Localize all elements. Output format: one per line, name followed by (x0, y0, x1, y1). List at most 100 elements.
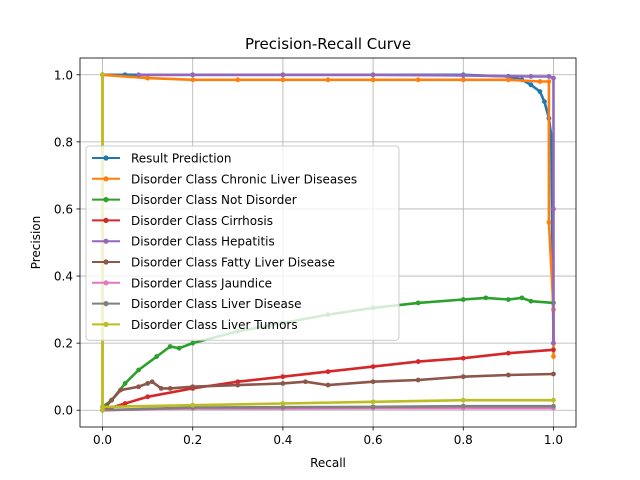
series-point (505, 350, 511, 356)
series-point (415, 377, 421, 383)
legend-label: Disorder Class Chronic Liver Diseases (131, 172, 357, 186)
series-line (101, 404, 555, 412)
series-point (100, 407, 105, 413)
y-tick-label: 0.0 (54, 404, 73, 418)
series-point (190, 77, 196, 83)
series-point (519, 295, 525, 301)
series-point (100, 404, 105, 410)
series-point (528, 82, 534, 88)
series-point (235, 77, 241, 83)
legend-label: Disorder Class Hepatitis (131, 235, 275, 249)
series-point (118, 387, 123, 393)
series-point (370, 379, 376, 385)
series-point (145, 75, 151, 81)
series-point (190, 384, 196, 390)
series-line (101, 372, 555, 412)
series-point (551, 371, 556, 377)
legend-item: Disorder Class Hepatitis (92, 235, 275, 249)
series-point (537, 79, 543, 84)
x-tick-label: 0.8 (454, 433, 473, 447)
series-line (137, 73, 555, 345)
series-point (325, 77, 331, 83)
legend-label: Result Prediction (131, 152, 232, 166)
series-point (122, 401, 128, 406)
series-point (176, 345, 182, 351)
series-point (109, 397, 114, 403)
series-lines (100, 72, 556, 413)
legend-item: Disorder Class Liver Disease (92, 297, 301, 311)
legend-item: Disorder Class Chronic Liver Diseases (92, 172, 357, 186)
series-point (546, 219, 552, 225)
series-point (460, 374, 466, 380)
series-point (551, 347, 556, 353)
series-point (280, 374, 286, 380)
x-tick-label: 0.2 (183, 433, 202, 447)
series-point (149, 379, 155, 385)
series-point (190, 340, 196, 346)
series-point (460, 355, 466, 361)
series-point (546, 74, 552, 79)
series-point (551, 397, 556, 403)
legend-item: Disorder Class Fatty Liver Disease (92, 256, 335, 270)
series-point (280, 77, 286, 83)
chart-title: Precision-Recall Curve (245, 35, 411, 53)
series-point (505, 297, 511, 302)
series-8 (100, 72, 556, 413)
series-point (505, 372, 511, 378)
series-point (460, 77, 466, 83)
y-tick-label: 0.6 (54, 202, 73, 216)
legend: Result Prediction Disorder Class Chronic … (85, 145, 400, 341)
series-point (235, 379, 241, 385)
series-point (551, 75, 556, 81)
legend-marker (103, 301, 109, 307)
legend-marker (103, 321, 109, 327)
series-point (551, 354, 556, 359)
legend-item: Disorder Class Not Disorder (92, 193, 297, 207)
series-point (280, 401, 286, 406)
series-point (370, 77, 376, 83)
series-line (101, 73, 555, 412)
series-point (145, 380, 151, 386)
series-point (136, 384, 142, 390)
legend-label: Disorder Class Cirrhosis (131, 214, 273, 228)
series-point (136, 367, 142, 373)
series-point (100, 72, 105, 78)
legend-marker (103, 238, 109, 244)
series-point (370, 364, 376, 370)
legend-marker (103, 197, 109, 203)
legend-marker (103, 155, 109, 161)
x-tick-label: 0.0 (93, 433, 112, 447)
series-line (101, 348, 555, 412)
series-point (325, 382, 331, 388)
series-point (370, 72, 376, 78)
series-point (325, 369, 331, 375)
series-point (551, 403, 556, 409)
x-axis-label: Recall (310, 456, 346, 470)
series-point (235, 382, 241, 388)
axis-ticks: 0.0 0.2 0.4 0.6 0.8 1.0 0.0 0.2 0.4 0.6 0.8 1.0 (54, 68, 563, 447)
legend-marker (103, 176, 109, 182)
legend-marker (103, 280, 109, 286)
series-point (154, 354, 160, 359)
series-4 (136, 72, 556, 346)
legend-marker (103, 217, 109, 223)
series-point (415, 300, 421, 306)
series-point (528, 74, 534, 79)
series-point (483, 295, 489, 301)
y-tick-label: 0.8 (54, 135, 73, 149)
legend-label: Disorder Class Not Disorder (131, 193, 297, 207)
series-point (145, 394, 151, 400)
x-tick-label: 1.0 (544, 433, 563, 447)
x-tick-label: 0.4 (273, 433, 292, 447)
y-tick-label: 0.4 (54, 270, 73, 284)
series-point (136, 72, 142, 78)
series-point (551, 206, 556, 212)
legend-item: Disorder Class Cirrhosis (92, 214, 273, 228)
series-point (415, 359, 421, 364)
series-point (158, 386, 164, 391)
y-tick-label: 0.2 (54, 337, 73, 351)
series-point (280, 72, 286, 78)
series-point (280, 380, 286, 386)
series-point (551, 340, 556, 346)
series-point (460, 297, 466, 302)
